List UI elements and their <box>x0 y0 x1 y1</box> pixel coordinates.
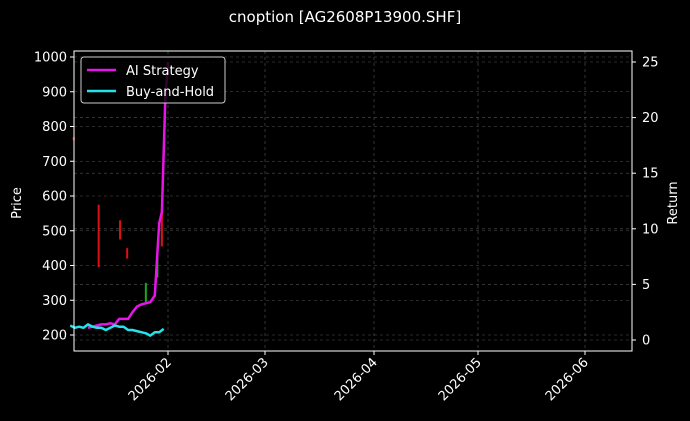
date-axis: 2026-02 2026-03 2026-04 2026-05 2026-06 <box>126 351 592 404</box>
price-tick-label: 200 <box>42 329 67 344</box>
series-lines <box>69 61 170 337</box>
price-tick-label: 700 <box>42 155 67 170</box>
date-tick-label: 2026-05 <box>436 355 485 404</box>
return-axis: 0 5 10 15 20 25 <box>632 56 659 349</box>
date-tick-label: 2026-03 <box>223 355 272 404</box>
price-axis-label: Price <box>10 187 25 219</box>
legend-box <box>80 56 226 104</box>
return-tick-label: 0 <box>642 334 650 349</box>
return-tick-label: 15 <box>642 167 659 182</box>
date-tick-label: 2026-02 <box>126 355 175 404</box>
return-tick-label: 5 <box>642 278 650 293</box>
legend-label-ai-strategy: AI Strategy <box>126 64 199 79</box>
legend: AI Strategy Buy-and-Hold <box>80 56 226 104</box>
date-tick-label: 2026-06 <box>543 355 592 404</box>
date-tick-label: 2026-04 <box>332 355 381 404</box>
series-line-buy-and-hold <box>69 323 165 337</box>
return-axis-label: Return <box>666 181 681 224</box>
price-candles <box>72 136 163 302</box>
return-tick-label: 25 <box>642 56 659 71</box>
return-tick-label: 10 <box>642 222 659 237</box>
price-tick-label: 1000 <box>34 51 67 66</box>
plot-frame <box>73 50 633 352</box>
price-tick-label: 400 <box>42 259 67 274</box>
return-tick-label: 20 <box>642 111 659 126</box>
price-tick-label: 500 <box>42 224 67 239</box>
series-line-ai-strategy <box>87 61 170 330</box>
price-tick-label: 300 <box>42 294 67 309</box>
grid-lines <box>74 51 632 351</box>
price-tick-label: 800 <box>42 120 67 135</box>
legend-label-buy-and-hold: Buy-and-Hold <box>126 85 214 100</box>
price-tick-label: 600 <box>42 190 67 205</box>
price-axis: 200 300 400 500 600 700 800 900 1000 <box>34 51 74 344</box>
price-tick-label: 900 <box>42 85 67 100</box>
chart-title: cnoption [AG2608P13900.SHF] <box>228 8 462 26</box>
